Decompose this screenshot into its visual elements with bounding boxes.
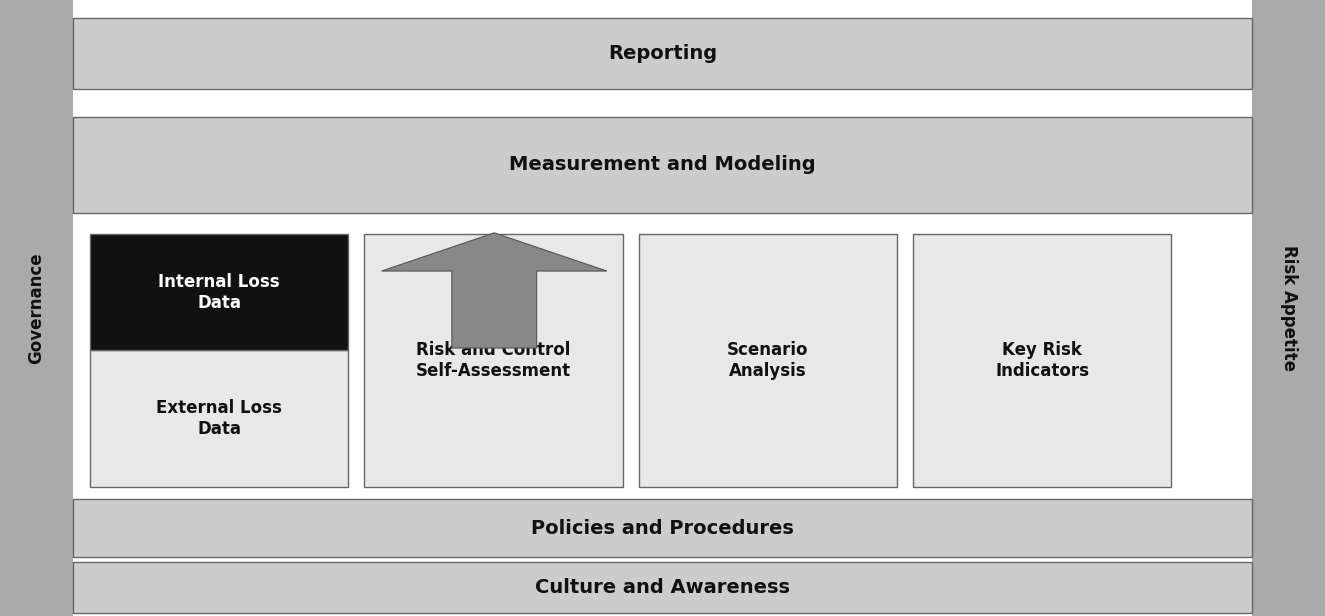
Text: Reporting: Reporting bbox=[608, 44, 717, 63]
Bar bbox=[73, 499, 1252, 557]
Bar bbox=[90, 234, 348, 351]
Text: Risk and Control
Self-Assessment: Risk and Control Self-Assessment bbox=[416, 341, 571, 379]
Text: Culture and Awareness: Culture and Awareness bbox=[535, 578, 790, 597]
Text: Scenario
Analysis: Scenario Analysis bbox=[727, 341, 808, 379]
Bar bbox=[913, 234, 1171, 487]
Text: Policies and Procedures: Policies and Procedures bbox=[531, 519, 794, 538]
Text: Measurement and Modeling: Measurement and Modeling bbox=[509, 155, 816, 174]
Bar bbox=[73, 117, 1252, 213]
Bar bbox=[73, 0, 1252, 616]
Text: Governance: Governance bbox=[28, 252, 45, 364]
Bar bbox=[73, 562, 1252, 613]
Text: Internal Loss
Data: Internal Loss Data bbox=[159, 273, 280, 312]
Bar bbox=[364, 234, 623, 487]
Bar bbox=[639, 234, 897, 487]
Polygon shape bbox=[382, 233, 607, 348]
Text: Risk Appetite: Risk Appetite bbox=[1280, 245, 1297, 371]
Bar bbox=[73, 18, 1252, 89]
Text: External Loss
Data: External Loss Data bbox=[156, 399, 282, 438]
Text: Key Risk
Indicators: Key Risk Indicators bbox=[995, 341, 1089, 379]
Bar bbox=[90, 351, 348, 487]
